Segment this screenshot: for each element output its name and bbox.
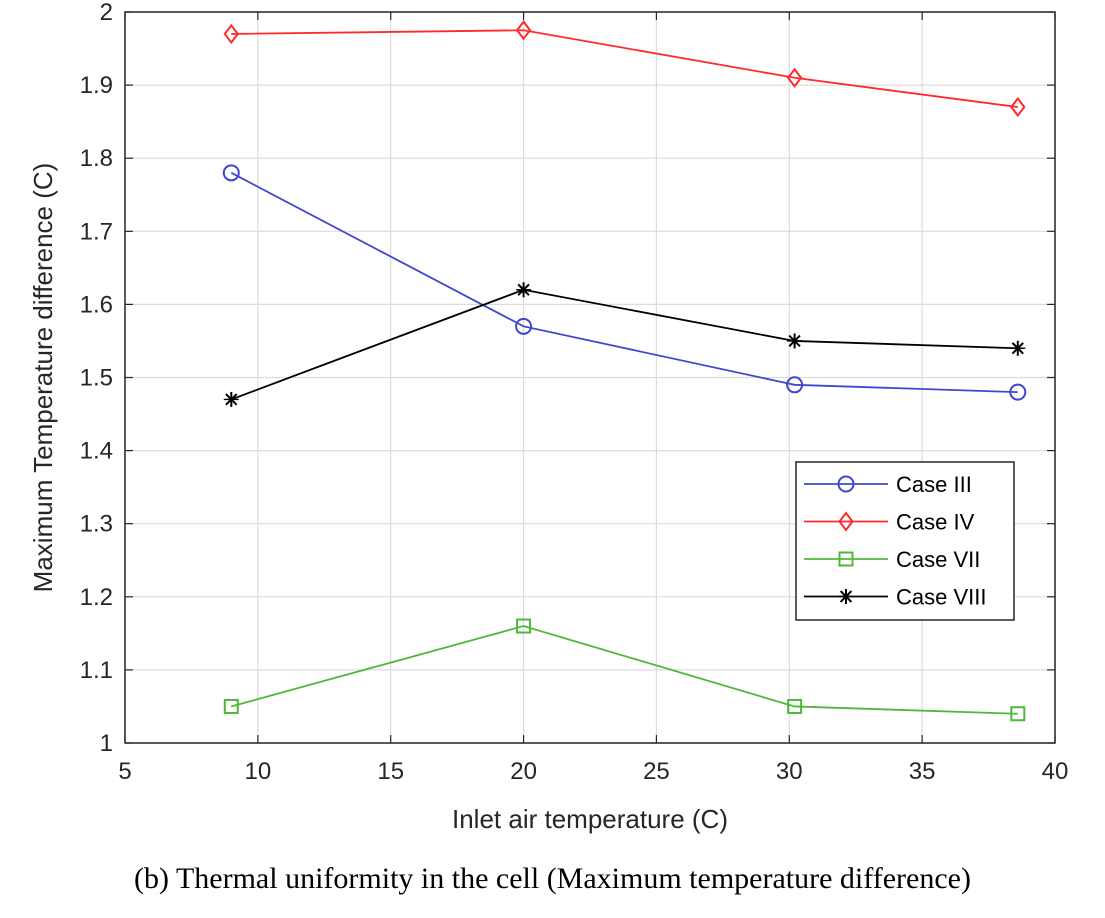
data-point-case-viii <box>787 333 803 349</box>
y-tick-label: 2 <box>100 0 113 26</box>
y-tick-label: 1.6 <box>80 291 113 318</box>
figure-caption: (b) Thermal uniformity in the cell (Maxi… <box>134 862 971 895</box>
legend-marker-case-iv <box>838 511 854 532</box>
y-tick-label: 1.7 <box>80 218 113 245</box>
y-tick-label: 1.4 <box>80 438 113 465</box>
legend-label: Case VII <box>896 547 980 572</box>
series-group <box>222 20 1027 722</box>
x-tick-label: 15 <box>377 758 404 785</box>
y-tick-label: 1.2 <box>80 584 113 611</box>
x-tick-label: 25 <box>643 758 670 785</box>
line-chart: 5 10 15 20 25 30 35 40 1 1.1 1.2 1.3 1.4 1.5 1.6 1.7 1.8… <box>28 0 1069 834</box>
data-point-case-viii <box>516 282 532 298</box>
series-case-iii <box>222 164 1027 401</box>
legend-item-case-viii: Case VIII <box>804 585 986 610</box>
x-tick-label: 5 <box>118 758 131 785</box>
legend-item-case-vii: Case VII <box>804 547 980 572</box>
y-tick-label: 1 <box>100 730 113 757</box>
x-axis-label: Inlet air temperature (C) <box>452 804 728 834</box>
series-line-case-iii <box>230 172 1018 394</box>
data-point-case-vii <box>516 618 532 634</box>
data-point-case-vii <box>787 698 803 714</box>
y-tick-label: 1.3 <box>80 511 113 538</box>
data-point-case-iv <box>515 20 532 41</box>
axis-ticks: 5 10 15 20 25 30 35 40 1 1.1 1.2 1.3 1.4 1.5 1.6 1.7 1.8… <box>80 0 1069 785</box>
y-tick-label: 1.9 <box>80 72 113 99</box>
y-tick-label: 1.1 <box>80 657 113 684</box>
x-tick-label: 20 <box>510 758 537 785</box>
data-point-case-iii <box>222 164 240 182</box>
y-tick-label: 1.5 <box>80 365 113 392</box>
data-point-case-iv <box>223 23 240 45</box>
x-tick-label: 40 <box>1042 758 1069 785</box>
data-point-case-iv <box>1010 96 1026 118</box>
x-tick-label: 30 <box>776 758 803 785</box>
legend-label: Case IV <box>896 510 975 535</box>
grid <box>124 11 1056 744</box>
series-case-iv <box>223 20 1026 118</box>
y-axis-label: Maximum Temperature difference (C) <box>28 163 58 593</box>
plot-area-frame <box>124 11 1056 744</box>
legend: Case III Case IV Case VII Case VIII <box>795 461 1015 621</box>
legend-item-case-iii: Case III <box>804 472 972 497</box>
data-point-case-viii <box>1010 340 1026 356</box>
data-point-case-iii <box>515 317 533 335</box>
legend-label: Case VIII <box>896 585 986 610</box>
legend-marker-case-iii <box>837 475 855 493</box>
legend-label: Case III <box>896 472 972 497</box>
legend-marker-case-viii <box>838 589 854 604</box>
series-case-viii <box>223 282 1026 407</box>
data-point-case-viii <box>223 391 239 407</box>
data-point-case-iv <box>786 67 803 88</box>
series-line-case-iv <box>231 29 1018 108</box>
data-point-case-vii <box>223 698 239 714</box>
data-point-case-iii <box>786 376 804 394</box>
data-point-case-vii <box>1010 706 1026 722</box>
data-point-case-iii <box>1009 383 1027 401</box>
x-tick-label: 10 <box>245 758 272 785</box>
x-tick-label: 35 <box>909 758 936 785</box>
legend-marker-case-vii <box>838 551 854 567</box>
series-line-case-vii <box>231 625 1018 715</box>
y-tick-label: 1.8 <box>80 145 113 172</box>
legend-item-case-iv: Case IV <box>804 510 975 535</box>
series-case-vii <box>223 618 1026 722</box>
legend-box <box>795 461 1015 621</box>
series-line-case-viii <box>230 288 1018 401</box>
